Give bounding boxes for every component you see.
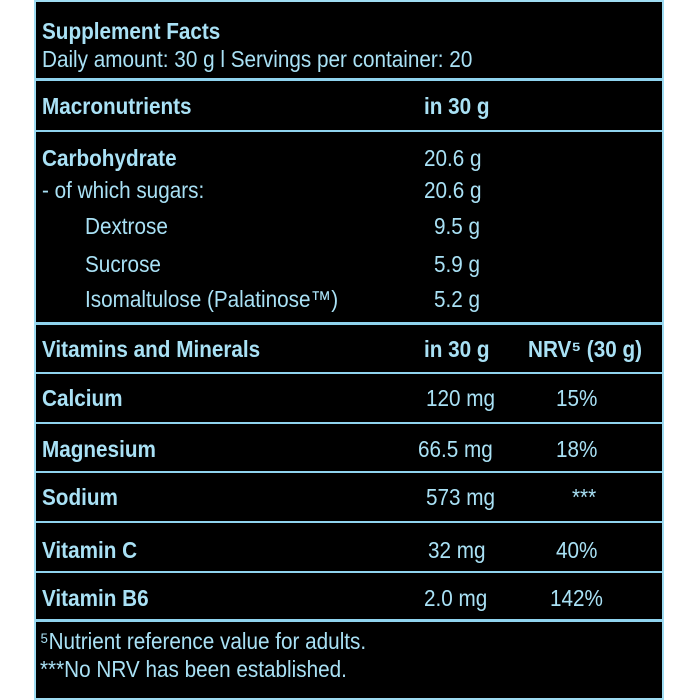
nutrient-name: Vitamin C [42,537,138,563]
nutrient-name: Sodium [42,484,118,510]
divider [36,619,662,622]
macro-name: - of which sugars: [42,177,205,203]
nutrient-amount: 66.5 mg [418,436,493,462]
macro-name: Carbohydrate [42,145,177,171]
panel-subtitle: Daily amount: 30 g l Servings per contai… [42,46,473,72]
macro-amount: 5.9 g [434,251,481,277]
nutrient-amount: 573 mg [426,484,496,510]
nutrient-nrv: *** [572,484,597,510]
footnote-nrv: ⁵Nutrient reference value for adults. [40,628,367,654]
divider [36,521,662,523]
nutrient-nrv: 40% [556,537,598,563]
nutrient-name: Magnesium [42,436,156,462]
nutrient-nrv: 142% [550,585,603,611]
macro-amount: 5.2 g [434,286,481,312]
divider [36,322,662,325]
macro-name: Sucrose [85,251,161,277]
macro-amount: 20.6 g [424,177,482,203]
nutrient-nrv: 15% [556,385,598,411]
divider [36,372,662,374]
nrv-heading: NRV⁵ (30 g) [528,336,643,362]
divider [36,471,662,473]
macronutrients-amount-heading: in 30 g [424,93,490,119]
macro-amount: 9.5 g [434,213,481,239]
macronutrients-heading: Macronutrients [42,93,192,119]
macro-name: Dextrose [85,213,168,239]
panel-title: Supplement Facts [42,18,221,44]
macro-name: Isomaltulose (Palatinose™) [85,286,339,312]
divider [36,422,662,424]
supplement-facts-panel: Supplement Facts Daily amount: 30 g l Se… [34,0,664,700]
divider [36,571,662,573]
divider [36,130,662,132]
divider [36,78,662,81]
vitamins-heading: Vitamins and Minerals [42,336,261,362]
nutrient-amount: 2.0 mg [424,585,488,611]
footnote-no-nrv: ***No NRV has been established. [40,656,347,682]
nutrient-nrv: 18% [556,436,598,462]
nutrient-name: Vitamin B6 [42,585,149,611]
macro-amount: 20.6 g [424,145,482,171]
nutrient-name: Calcium [42,385,123,411]
vitamins-amount-heading: in 30 g [424,336,490,362]
nutrient-amount: 32 mg [428,537,486,563]
nutrient-amount: 120 mg [426,385,496,411]
